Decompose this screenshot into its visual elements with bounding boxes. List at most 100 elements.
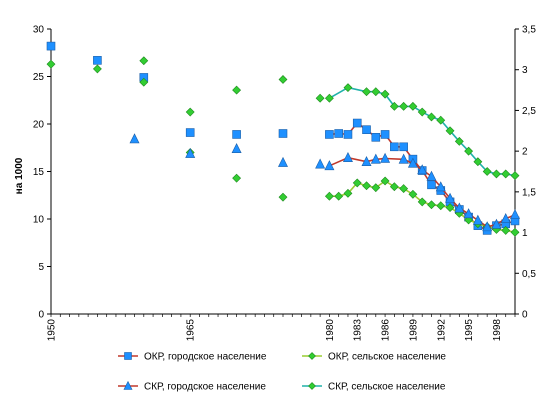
data-point [231,143,242,153]
data-point [232,173,242,183]
data-point [436,201,446,211]
y-tick-label-left: 10 [33,215,45,226]
data-point [380,176,390,186]
data-point [491,218,502,229]
data-point [399,184,409,194]
data-point [93,56,102,65]
data-point [278,129,288,138]
data-point [463,208,474,219]
y-tick-label-right: 0 [522,310,528,321]
series-line [329,121,516,232]
data-point [343,188,353,198]
y-tick-label-left: 20 [33,120,45,131]
data-point [380,89,390,99]
data-point [454,202,465,213]
data-point [398,153,409,164]
y-tick-label-left: 0 [38,310,44,321]
data-point [464,146,474,156]
data-point [390,142,399,152]
x-tick-label: 1965 [186,319,197,342]
data-point [445,192,456,203]
data-point [123,380,133,390]
data-point [139,77,149,87]
data-point [185,107,195,117]
data-point [232,130,241,139]
x-tick-label: 1980 [325,319,336,342]
data-point [46,59,56,69]
data-point [370,153,381,164]
data-point [324,160,335,171]
data-point [399,101,409,111]
data-point [380,152,391,163]
data-point [308,382,316,390]
data-point [315,158,326,169]
data-point [407,157,418,168]
data-point [472,214,483,225]
data-point [408,101,418,111]
data-point [278,192,288,202]
data-point [482,167,492,176]
x-tick-label: 1995 [464,319,475,342]
data-point [371,133,381,142]
data-point [362,87,371,97]
x-tick-label: 1998 [492,319,503,342]
legend-item: СКР, городское население [118,380,266,393]
data-point [371,87,381,97]
data-point [399,142,408,152]
y-tick-label-left: 25 [33,72,45,83]
data-point [334,191,344,201]
data-point [492,169,501,179]
data-point [389,182,399,192]
data-point [371,183,381,193]
y-tick-label-left: 15 [33,167,45,178]
series-2 [46,59,520,237]
series-3 [129,133,520,232]
data-point [436,115,446,125]
data-point [315,93,325,103]
y-tick-label-left: 5 [38,262,44,273]
data-point [129,133,140,144]
data-point [426,170,437,181]
data-point [427,180,436,190]
legend-item: СКР, сельское население [302,382,446,393]
y-tick-label-right: 3 [522,65,528,76]
x-tick-label: 1986 [381,319,392,342]
data-point [362,125,371,134]
x-tick-label: 1983 [353,319,364,342]
data-point [510,227,520,237]
data-point [278,156,288,167]
data-point [324,191,334,201]
data-point [408,189,418,199]
data-point [324,93,334,103]
data-point [334,129,343,138]
data-point [352,178,362,188]
data-point [473,157,483,167]
data-point [427,200,436,210]
y-axis-left-label: на 1000 [14,157,25,194]
data-point [278,75,288,84]
data-point [308,352,316,360]
data-point [92,64,102,74]
data-point [361,156,372,167]
data-point [46,41,56,51]
data-point [139,56,149,66]
legend-label: СКР, сельское население [328,382,446,393]
x-tick-label: 1989 [408,319,419,342]
data-point [435,181,446,192]
data-point [501,225,511,235]
data-point [185,147,196,158]
axes: 0 5 10 15 20 25 30 0 0,5 1 1,5 2 2,5 3 3,5 1950 1965 1980… [33,25,536,342]
data-point [124,352,132,360]
series-4 [139,56,520,180]
legend-label: ОКР, сельское население [328,352,446,363]
x-tick-label: 1992 [436,319,447,342]
data-point [417,197,427,207]
data-point [417,107,427,117]
data-point [343,83,353,93]
legend-item: ОКР, городское население [118,352,267,363]
series-line [329,86,516,177]
data-point [454,136,464,146]
data-point [445,126,455,136]
data-point [325,130,334,139]
